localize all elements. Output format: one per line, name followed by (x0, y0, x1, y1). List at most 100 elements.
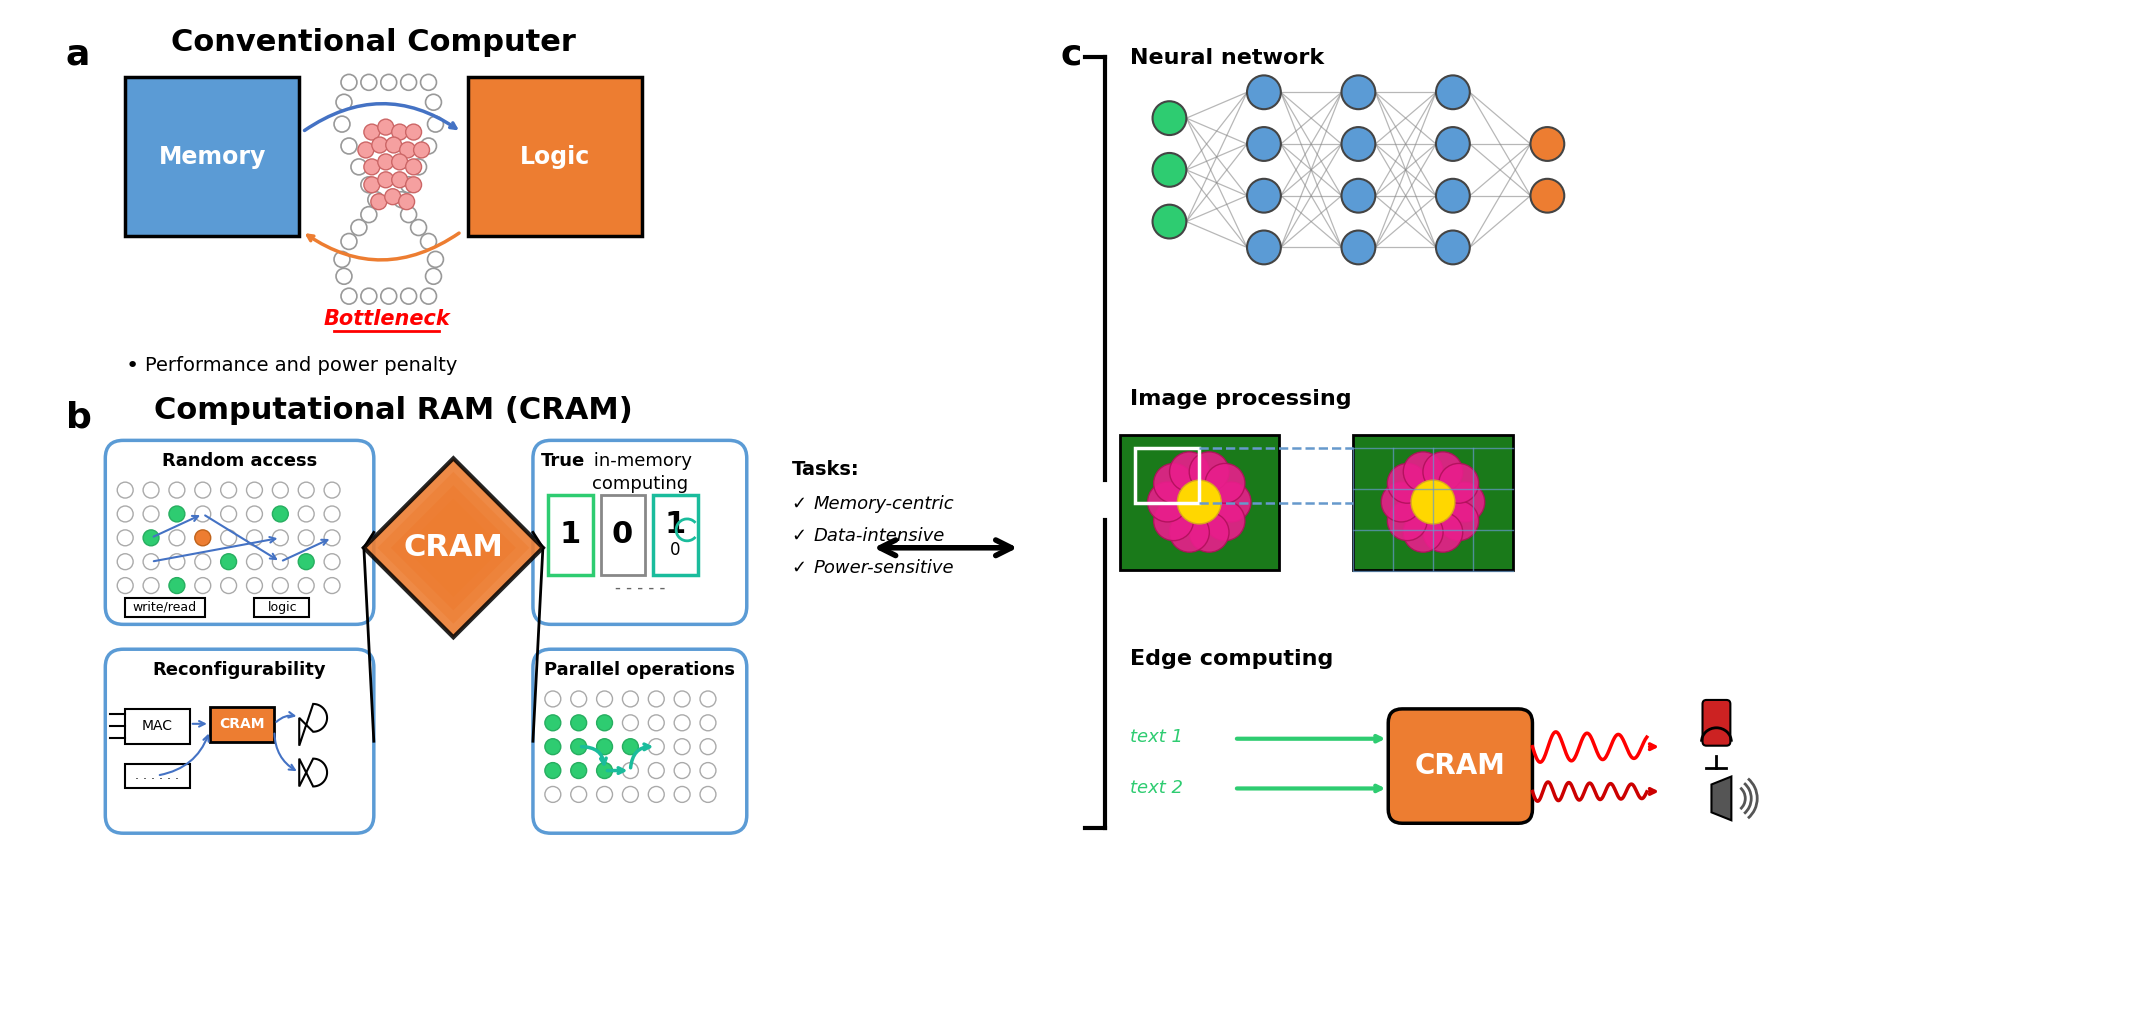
Text: CRAM: CRAM (404, 533, 504, 562)
Text: Memory-centric: Memory-centric (814, 495, 953, 513)
Circle shape (143, 578, 158, 593)
Circle shape (246, 506, 263, 522)
FancyBboxPatch shape (105, 440, 374, 625)
Circle shape (1438, 501, 1479, 541)
Circle shape (701, 715, 716, 731)
Circle shape (427, 251, 444, 267)
Circle shape (1342, 231, 1376, 264)
Circle shape (1248, 179, 1280, 212)
Circle shape (427, 116, 444, 132)
Circle shape (333, 251, 350, 267)
Circle shape (194, 554, 212, 570)
Circle shape (1169, 512, 1210, 552)
Circle shape (246, 578, 263, 593)
Circle shape (421, 74, 436, 90)
Circle shape (648, 715, 665, 731)
Circle shape (220, 483, 237, 498)
Circle shape (378, 119, 393, 135)
Circle shape (1445, 483, 1485, 522)
Circle shape (391, 124, 408, 140)
Circle shape (1169, 452, 1210, 492)
Circle shape (1342, 75, 1376, 109)
Circle shape (400, 142, 415, 157)
Circle shape (325, 554, 340, 570)
Circle shape (325, 483, 340, 498)
Text: computing: computing (592, 475, 688, 493)
Circle shape (194, 530, 212, 546)
Circle shape (342, 138, 357, 154)
Circle shape (622, 691, 639, 707)
Circle shape (363, 177, 380, 193)
Circle shape (342, 234, 357, 249)
Circle shape (1387, 501, 1428, 541)
Circle shape (596, 739, 613, 755)
Circle shape (271, 506, 288, 522)
Circle shape (400, 194, 415, 209)
Polygon shape (299, 759, 327, 786)
Circle shape (391, 154, 408, 170)
Bar (1353, 436, 1513, 570)
Circle shape (1152, 153, 1186, 187)
Text: True: True (541, 452, 586, 470)
FancyBboxPatch shape (532, 440, 746, 625)
Circle shape (648, 739, 665, 755)
Circle shape (1404, 512, 1442, 552)
Circle shape (342, 74, 357, 90)
Circle shape (415, 142, 430, 157)
Circle shape (648, 786, 665, 803)
Circle shape (194, 483, 212, 498)
Circle shape (701, 739, 716, 755)
Circle shape (673, 715, 690, 731)
Bar (209, 707, 274, 742)
Bar (126, 764, 190, 788)
Circle shape (1410, 481, 1455, 524)
Circle shape (333, 116, 350, 132)
Circle shape (648, 691, 665, 707)
Text: ✓: ✓ (791, 559, 806, 577)
Circle shape (220, 530, 237, 546)
Circle shape (1342, 127, 1376, 161)
Circle shape (673, 739, 690, 755)
Text: •: • (126, 356, 139, 376)
Circle shape (325, 506, 340, 522)
Circle shape (372, 194, 387, 209)
Text: text 1: text 1 (1130, 727, 1182, 746)
Circle shape (421, 234, 436, 249)
Circle shape (400, 206, 417, 223)
FancyBboxPatch shape (1389, 709, 1532, 823)
Circle shape (1438, 463, 1479, 503)
Circle shape (220, 578, 237, 593)
Circle shape (1387, 463, 1428, 503)
Circle shape (118, 483, 132, 498)
Text: b: b (66, 400, 92, 435)
Circle shape (596, 691, 613, 707)
Circle shape (1154, 463, 1192, 503)
Circle shape (393, 192, 410, 207)
Circle shape (571, 691, 588, 707)
Circle shape (368, 192, 385, 207)
Circle shape (1152, 102, 1186, 135)
Circle shape (118, 506, 132, 522)
Circle shape (1436, 179, 1470, 212)
Bar (1135, 448, 1199, 503)
Circle shape (361, 206, 376, 223)
Bar (600, 495, 645, 575)
Polygon shape (299, 704, 327, 746)
Text: CRAM: CRAM (218, 717, 265, 731)
Text: Parallel operations: Parallel operations (545, 661, 735, 679)
Circle shape (299, 506, 314, 522)
Text: Random access: Random access (162, 452, 316, 470)
Circle shape (363, 158, 380, 175)
Circle shape (425, 268, 442, 284)
Circle shape (1205, 463, 1246, 503)
Text: . . . . . .: . . . . . . (135, 769, 180, 782)
FancyBboxPatch shape (105, 649, 374, 833)
Circle shape (1248, 127, 1280, 161)
Circle shape (400, 289, 417, 304)
Polygon shape (391, 485, 515, 611)
Text: ✓: ✓ (791, 527, 806, 545)
Circle shape (325, 578, 340, 593)
Circle shape (169, 506, 186, 522)
Circle shape (143, 483, 158, 498)
Circle shape (545, 739, 560, 755)
